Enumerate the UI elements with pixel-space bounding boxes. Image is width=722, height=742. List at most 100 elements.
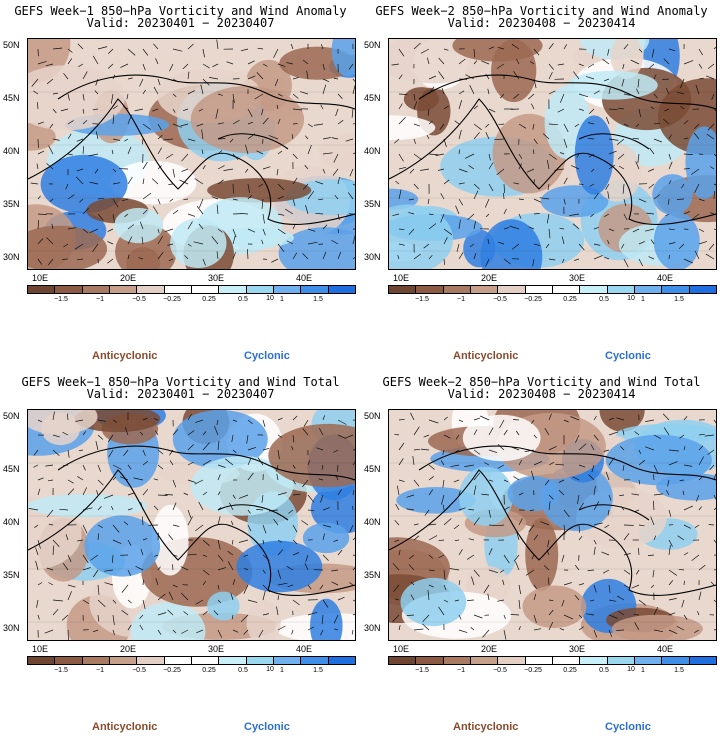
- colorbar: [388, 285, 717, 294]
- anticyclonic-label: Anticyclonic: [92, 721, 158, 733]
- colorbar-swatch: [552, 657, 581, 664]
- colorbar-swatch: [498, 286, 526, 293]
- lat-label: 30N: [3, 623, 20, 633]
- lon-label: 20E: [119, 273, 137, 283]
- vorticity-map: [27, 38, 356, 270]
- colorbar-label: 1.5: [674, 296, 684, 303]
- vorticity-map: [388, 409, 717, 641]
- lon-label: 40E: [656, 273, 674, 283]
- panel-title: GEFS Week−2 850−hPa Vorticity and Wind A…: [375, 4, 708, 18]
- vorticity-map: [388, 38, 717, 270]
- colorbar-swatch: [246, 657, 274, 664]
- colorbar-swatch: [273, 286, 302, 293]
- colorbar-swatch: [689, 657, 716, 664]
- colorbar-swatch: [470, 657, 499, 664]
- anticyclonic-label: Anticyclonic: [92, 350, 158, 362]
- colorbar-swatch: [525, 657, 553, 664]
- colorbar-swatch: [416, 286, 444, 293]
- map-panel-week1-anomaly: GEFS Week−1 850−hPa Vorticity and Wind A…: [0, 0, 361, 371]
- colorbar-scale-note: 10: [266, 295, 274, 302]
- colorbar-swatch: [662, 657, 690, 664]
- lat-label: 35N: [3, 199, 20, 209]
- colorbar-swatch: [109, 286, 138, 293]
- colorbar-swatch: [389, 657, 417, 664]
- panel-title: GEFS Week−1 850−hPa Vorticity and Wind A…: [14, 4, 347, 18]
- colorbar-label: 1.5: [313, 296, 323, 303]
- colorbar-swatch: [525, 286, 553, 293]
- map-panel-week2-anomaly: GEFS Week−2 850−hPa Vorticity and Wind A…: [361, 0, 722, 371]
- lon-label: 40E: [656, 644, 674, 654]
- colorbar-swatch: [498, 657, 526, 664]
- colorbar-label: 0.5: [238, 296, 248, 303]
- colorbar-swatch: [219, 657, 247, 664]
- vorticity-map: [27, 409, 356, 641]
- colorbar-swatch: [662, 286, 690, 293]
- colorbar-swatch: [82, 286, 110, 293]
- colorbar-label: −0.5: [132, 667, 146, 674]
- colorbar-label: −1: [457, 296, 465, 303]
- map-panel-week2-total: GEFS Week−2 850−hPa Vorticity and Wind T…: [361, 371, 722, 742]
- colorbar-swatch: [273, 657, 302, 664]
- colorbar-scale-note: 10: [627, 666, 635, 673]
- colorbar-label: 0.5: [599, 667, 609, 674]
- anticyclonic-label: Anticyclonic: [453, 350, 519, 362]
- lon-label: 30E: [207, 644, 225, 654]
- colorbar-label: −1: [96, 667, 104, 674]
- colorbar-swatch: [416, 657, 444, 664]
- lat-label: 45N: [364, 93, 381, 103]
- colorbar-swatch: [328, 286, 355, 293]
- colorbar-label: 0.5: [599, 296, 609, 303]
- lon-label: 20E: [480, 273, 498, 283]
- lon-label: 30E: [568, 273, 586, 283]
- colorbar-swatch: [301, 286, 329, 293]
- colorbar-label: −1.5: [54, 667, 68, 674]
- lat-label: 45N: [3, 93, 20, 103]
- colorbar-label: 0.25: [202, 667, 216, 674]
- panel-valid-date: Valid: 20230401 − 20230407: [86, 387, 275, 401]
- colorbar-swatch: [246, 286, 274, 293]
- panel-valid-date: Valid: 20230401 − 20230407: [86, 16, 275, 30]
- colorbar-swatch: [328, 657, 355, 664]
- colorbar-swatch: [137, 657, 165, 664]
- lat-label: 30N: [3, 252, 20, 262]
- colorbar-label: 1: [280, 667, 284, 674]
- lon-label: 40E: [295, 644, 313, 654]
- cyclonic-label: Cyclonic: [605, 721, 651, 733]
- colorbar-label: −1.5: [415, 296, 429, 303]
- lon-label: 30E: [207, 273, 225, 283]
- colorbar-label: −0.25: [163, 667, 181, 674]
- colorbar-label: 1: [641, 296, 645, 303]
- lon-label: 10E: [31, 273, 49, 283]
- colorbar-swatch: [191, 657, 220, 664]
- cyclonic-label: Cyclonic: [605, 350, 651, 362]
- lat-label: 30N: [364, 623, 381, 633]
- colorbar: [27, 656, 356, 665]
- lat-label: 40N: [364, 146, 381, 156]
- colorbar-label: 0.25: [202, 296, 216, 303]
- colorbar-swatch: [301, 657, 329, 664]
- lat-label: 40N: [3, 146, 20, 156]
- lat-label: 40N: [364, 517, 381, 527]
- lat-label: 50N: [3, 40, 20, 50]
- colorbar-label: 0.25: [563, 296, 577, 303]
- lat-label: 35N: [3, 570, 20, 580]
- colorbar-label: 1.5: [313, 667, 323, 674]
- colorbar-swatch: [82, 657, 110, 664]
- colorbar-label: 1: [280, 296, 284, 303]
- colorbar-swatch: [219, 286, 247, 293]
- cyclonic-label: Cyclonic: [244, 721, 290, 733]
- colorbar-label: −1: [457, 667, 465, 674]
- lat-label: 50N: [364, 40, 381, 50]
- panel-title: GEFS Week−1 850−hPa Vorticity and Wind T…: [21, 375, 340, 389]
- lat-label: 30N: [364, 252, 381, 262]
- colorbar-swatch: [55, 286, 83, 293]
- lon-label: 10E: [392, 273, 410, 283]
- colorbar-swatch: [28, 286, 56, 293]
- colorbar-label: −1: [96, 296, 104, 303]
- colorbar-swatch: [55, 657, 83, 664]
- lon-label: 10E: [31, 644, 49, 654]
- colorbar-swatch: [470, 286, 499, 293]
- colorbar-swatch: [109, 657, 138, 664]
- colorbar-label: −1.5: [415, 667, 429, 674]
- lat-label: 40N: [3, 517, 20, 527]
